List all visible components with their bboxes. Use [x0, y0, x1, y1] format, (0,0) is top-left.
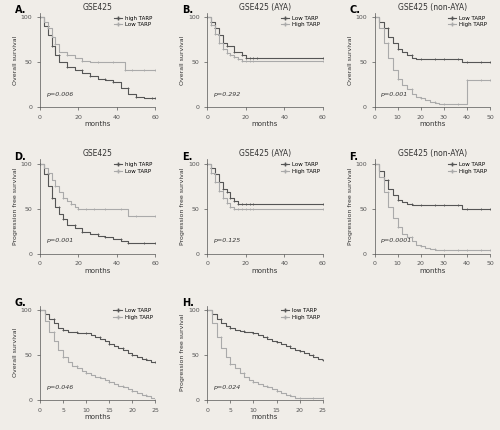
X-axis label: months: months [252, 121, 278, 127]
Legend: low TARP, High TARP: low TARP, High TARP [281, 308, 320, 320]
Text: F.: F. [349, 152, 358, 162]
Legend: high TARP, Low TARP: high TARP, Low TARP [114, 162, 152, 174]
X-axis label: months: months [252, 414, 278, 420]
Y-axis label: Progression free survival: Progression free survival [180, 314, 186, 391]
Text: D.: D. [14, 152, 26, 162]
Y-axis label: Overall survival: Overall survival [13, 35, 18, 85]
Text: p=0.046: p=0.046 [46, 384, 73, 390]
Title: GSE425 (non-AYA): GSE425 (non-AYA) [398, 150, 467, 158]
Legend: Low TARP, High TARP: Low TARP, High TARP [448, 162, 487, 174]
X-axis label: months: months [419, 121, 446, 127]
Text: B.: B. [182, 5, 193, 15]
Y-axis label: Overall survival: Overall survival [13, 328, 18, 378]
Text: p=0.125: p=0.125 [213, 238, 240, 243]
Legend: Low TARP, High TARP: Low TARP, High TARP [281, 15, 320, 28]
Y-axis label: Progression free survival: Progression free survival [13, 168, 18, 245]
Title: GSE425 (AYA): GSE425 (AYA) [239, 150, 291, 158]
X-axis label: months: months [84, 267, 111, 273]
Text: p=0.292: p=0.292 [213, 92, 240, 97]
Title: GSE425 (AYA): GSE425 (AYA) [239, 3, 291, 12]
Legend: Low TARP, High TARP: Low TARP, High TARP [281, 162, 320, 174]
X-axis label: months: months [419, 267, 446, 273]
Text: p=0.024: p=0.024 [213, 384, 240, 390]
X-axis label: months: months [84, 414, 111, 420]
Title: GSE425: GSE425 [83, 150, 112, 158]
Text: p=0.001: p=0.001 [380, 92, 407, 97]
Y-axis label: Progression free survival: Progression free survival [180, 168, 186, 245]
Title: GSE425 (non-AYA): GSE425 (non-AYA) [398, 3, 467, 12]
Legend: Low TARP, High TARP: Low TARP, High TARP [114, 308, 152, 320]
Text: C.: C. [349, 5, 360, 15]
Y-axis label: Overall survival: Overall survival [348, 35, 352, 85]
Text: E.: E. [182, 152, 192, 162]
Text: G.: G. [14, 298, 26, 308]
X-axis label: months: months [84, 121, 111, 127]
Text: p=0.001: p=0.001 [46, 238, 73, 243]
Title: GSE425: GSE425 [83, 3, 112, 12]
Text: H.: H. [182, 298, 194, 308]
Text: p=0.0001: p=0.0001 [380, 238, 412, 243]
Legend: high TARP, Low TARP: high TARP, Low TARP [114, 15, 152, 28]
Y-axis label: Progression free survival: Progression free survival [348, 168, 352, 245]
Text: p=0.006: p=0.006 [46, 92, 73, 97]
Text: A.: A. [14, 5, 26, 15]
Y-axis label: Overall survival: Overall survival [180, 35, 186, 85]
Legend: Low TARP, High TARP: Low TARP, High TARP [448, 15, 487, 28]
X-axis label: months: months [252, 267, 278, 273]
